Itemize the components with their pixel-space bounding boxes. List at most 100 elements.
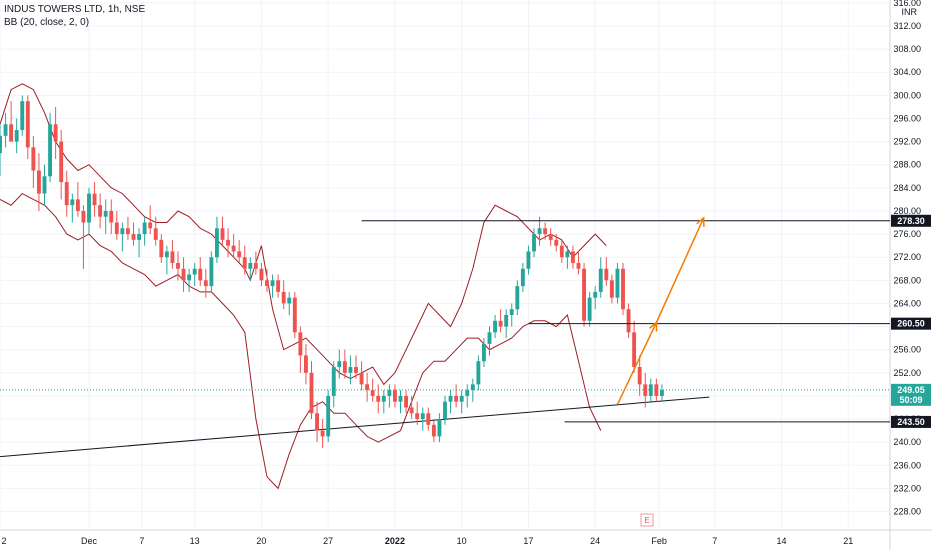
time-tick-label: 20 — [256, 536, 266, 546]
candle — [0, 124, 2, 177]
price-level-label: 260.50 — [891, 317, 931, 330]
candle-body — [376, 395, 381, 402]
candle — [448, 390, 453, 414]
svg-text:E: E — [644, 516, 649, 525]
candle — [354, 355, 358, 379]
candle — [64, 170, 69, 217]
price-tick-label: 296.00 — [893, 113, 921, 123]
candle — [587, 291, 592, 327]
events-icon[interactable]: E — [640, 513, 654, 527]
candle — [481, 338, 486, 368]
candle-body — [226, 239, 231, 246]
symbol-title[interactable]: INDUS TOWERS LTD, 1h, NSE — [4, 4, 146, 15]
time-tick-label: 13 — [190, 536, 200, 546]
candle — [187, 268, 192, 292]
candle-body — [576, 262, 581, 269]
time-tick-label: 2022 — [385, 536, 405, 546]
candle-body — [554, 239, 559, 246]
candle-body — [237, 251, 242, 258]
candle-body — [337, 361, 342, 368]
price-tick-label: 316.00 — [893, 0, 921, 8]
trendline-layer[interactable] — [0, 396, 710, 458]
candle-body — [498, 320, 503, 327]
candle-body — [25, 101, 30, 148]
candle — [392, 384, 397, 408]
candle — [342, 349, 347, 379]
candle — [231, 234, 236, 258]
candle — [637, 355, 642, 396]
candle-body — [287, 297, 292, 304]
candle — [337, 349, 342, 379]
time-tick-label: Dec — [81, 536, 98, 546]
candle — [25, 95, 30, 159]
candle — [498, 309, 503, 333]
price-tick-label: 228.00 — [893, 507, 921, 517]
candle — [181, 257, 186, 292]
candle — [315, 401, 320, 443]
time-tick-label: 10 — [457, 536, 467, 546]
candle-body — [281, 291, 286, 304]
candle-body — [292, 297, 297, 333]
candle-body — [326, 395, 331, 437]
candle-body — [426, 413, 431, 425]
candle — [565, 245, 570, 269]
candle-body — [659, 390, 664, 396]
candle — [593, 286, 598, 310]
candle-body — [415, 413, 420, 420]
candle — [226, 228, 231, 258]
candle — [214, 216, 219, 263]
candle — [14, 118, 19, 154]
price-tick-label: 284.00 — [893, 183, 921, 193]
price-tick-label: 256.00 — [893, 345, 921, 355]
time-tick-label: 7 — [139, 536, 144, 546]
current-price-value: 249.05 — [897, 385, 925, 395]
support-trendline[interactable] — [0, 396, 710, 458]
horizontal-levels[interactable] — [0, 220, 890, 423]
candle-body — [9, 124, 14, 142]
candle — [81, 205, 86, 269]
candle-body — [42, 176, 47, 194]
candle-body — [398, 395, 403, 402]
candle — [281, 280, 286, 310]
candle-body — [53, 124, 58, 142]
candle-body — [20, 101, 25, 131]
candle — [515, 280, 520, 315]
price-tick-label: 308.00 — [893, 44, 921, 54]
time-tick-label: 21 — [843, 536, 853, 546]
time-axis[interactable]: 2 Dec 7 13 20 27 2022 10 17 24 Feb 7 14 21 — [1, 536, 853, 546]
indicator-legend[interactable]: BB (20, close, 2, 0) — [4, 17, 90, 28]
candle — [59, 130, 64, 200]
candle-body — [470, 384, 475, 391]
arrowhead-icon — [648, 320, 658, 332]
candle-body — [170, 251, 175, 263]
time-tick-label: 24 — [590, 536, 600, 546]
price-tick-label: 232.00 — [893, 483, 921, 493]
price-axis[interactable]: 228.00232.00236.00240.00244.00248.00252.… — [893, 0, 921, 517]
candle-body — [0, 135, 2, 154]
candle — [92, 182, 97, 217]
candle — [348, 355, 353, 385]
candle — [270, 274, 275, 298]
price-tick-label: 240.00 — [893, 437, 921, 447]
candle-body — [359, 372, 364, 385]
candle — [203, 268, 208, 298]
candle-body — [75, 199, 80, 211]
candle — [509, 303, 514, 327]
projection-layer[interactable] — [616, 216, 705, 405]
candle — [654, 378, 659, 402]
candle-body — [137, 234, 142, 240]
candle — [98, 193, 103, 229]
arrowhead-icon — [696, 216, 705, 227]
candle-body — [103, 210, 108, 217]
price-level-label: 243.50 — [891, 415, 931, 428]
candle — [526, 245, 531, 275]
candle — [365, 372, 370, 402]
candle-body — [81, 210, 86, 223]
candle — [504, 309, 509, 339]
candle-body — [114, 222, 119, 235]
candle — [248, 257, 253, 281]
price-tick-label: 236.00 — [893, 460, 921, 470]
price-tick-label: 280.00 — [893, 206, 921, 216]
candle-body — [220, 228, 225, 240]
